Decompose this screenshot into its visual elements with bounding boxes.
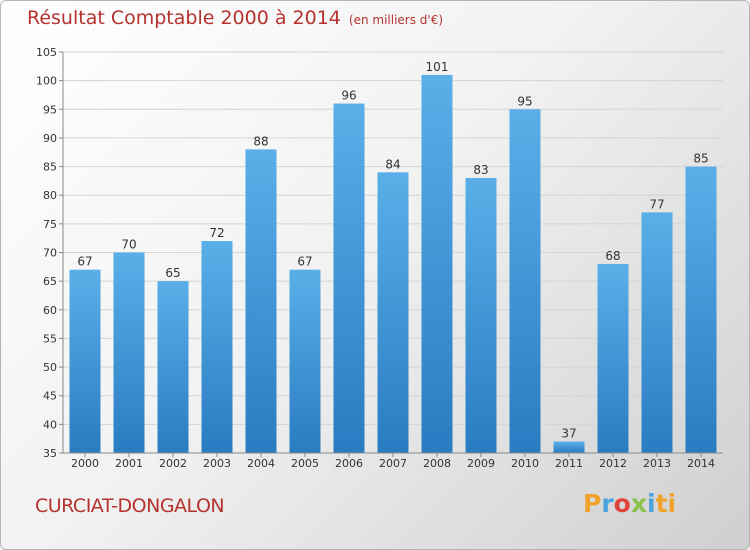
chart-title-text: Résultat Comptable 2000 à 2014 — [27, 7, 341, 29]
bar-2000 — [69, 269, 101, 453]
y-tick-label: 60 — [43, 304, 57, 317]
x-tick-label: 2009 — [467, 457, 495, 470]
value-label: 88 — [253, 134, 268, 148]
x-tick-label: 2006 — [335, 457, 363, 470]
value-label: 65 — [165, 266, 180, 280]
x-tick-label: 2014 — [687, 457, 715, 470]
bar-2008 — [421, 74, 453, 454]
x-tick-label: 2002 — [159, 457, 187, 470]
bar-2009 — [465, 178, 497, 453]
value-label: 68 — [605, 249, 620, 263]
y-tick-label: 50 — [43, 361, 57, 374]
bar-2011 — [553, 441, 585, 453]
bar-2014 — [685, 166, 717, 454]
value-label: 83 — [473, 163, 488, 177]
x-tick-label: 2007 — [379, 457, 407, 470]
y-tick-label: 45 — [43, 390, 57, 403]
y-tick-label: 75 — [43, 218, 57, 231]
x-tick-label: 2004 — [247, 457, 275, 470]
x-tick-label: 2001 — [115, 457, 143, 470]
chart-title: Résultat Comptable 2000 à 2014 (en millie… — [27, 7, 443, 29]
y-tick-label: 55 — [43, 332, 57, 345]
bar-2012 — [597, 263, 629, 453]
x-tick-label: 2005 — [291, 457, 319, 470]
value-label: 96 — [341, 89, 356, 103]
x-axis: 2000 2001 2002 2003 2004 2005 2006 2007 2008 2009… — [63, 452, 723, 470]
proxiti-logo: Proxiti — [583, 489, 677, 518]
x-tick-label: 2003 — [203, 457, 231, 470]
bar-2013 — [641, 212, 673, 453]
bar-2006 — [333, 103, 365, 454]
x-tick-label: 2008 — [423, 457, 451, 470]
y-tick-label: 40 — [43, 418, 57, 431]
y-tick-label: 35 — [43, 447, 57, 460]
x-tick-label: 2012 — [599, 457, 627, 470]
bar-2005 — [289, 269, 321, 453]
commune-name: CURCIAT-DONGALON — [35, 495, 225, 517]
x-tick-label: 2000 — [71, 457, 99, 470]
y-tick-label: 80 — [43, 189, 57, 202]
y-tick-label: 105 — [36, 46, 57, 59]
bars: 67 70 65 72 88 67 96 84 101 83 95 37 68 77 85 — [69, 60, 717, 454]
y-tick-label: 95 — [43, 103, 57, 116]
value-label: 95 — [517, 94, 532, 108]
x-tick-label: 2010 — [511, 457, 539, 470]
value-label: 70 — [121, 238, 136, 252]
bar-2004 — [245, 149, 277, 453]
y-tick-label: 90 — [43, 132, 57, 145]
bar-2003 — [201, 241, 233, 453]
value-label: 67 — [77, 255, 92, 269]
x-tick-label: 2011 — [555, 457, 583, 470]
value-label: 101 — [426, 60, 449, 74]
chart-unit: (en milliers d'€) — [348, 13, 444, 27]
y-tick-label: 65 — [43, 275, 57, 288]
bar-2007 — [377, 172, 409, 454]
bar-2001 — [113, 252, 145, 453]
value-label: 37 — [561, 427, 576, 441]
y-axis: 35 40 45 50 55 60 65 70 75 80 85 90 95 100 105 — [36, 46, 64, 460]
y-tick-label: 85 — [43, 161, 57, 174]
bar-2002 — [157, 281, 189, 453]
value-label: 77 — [649, 197, 664, 211]
value-label: 85 — [693, 152, 708, 166]
value-label: 72 — [209, 226, 224, 240]
value-label: 67 — [297, 255, 312, 269]
y-tick-label: 100 — [36, 75, 57, 88]
y-tick-label: 70 — [43, 247, 57, 260]
value-label: 84 — [385, 157, 400, 171]
bar-2010 — [509, 109, 541, 454]
x-tick-label: 2013 — [643, 457, 671, 470]
